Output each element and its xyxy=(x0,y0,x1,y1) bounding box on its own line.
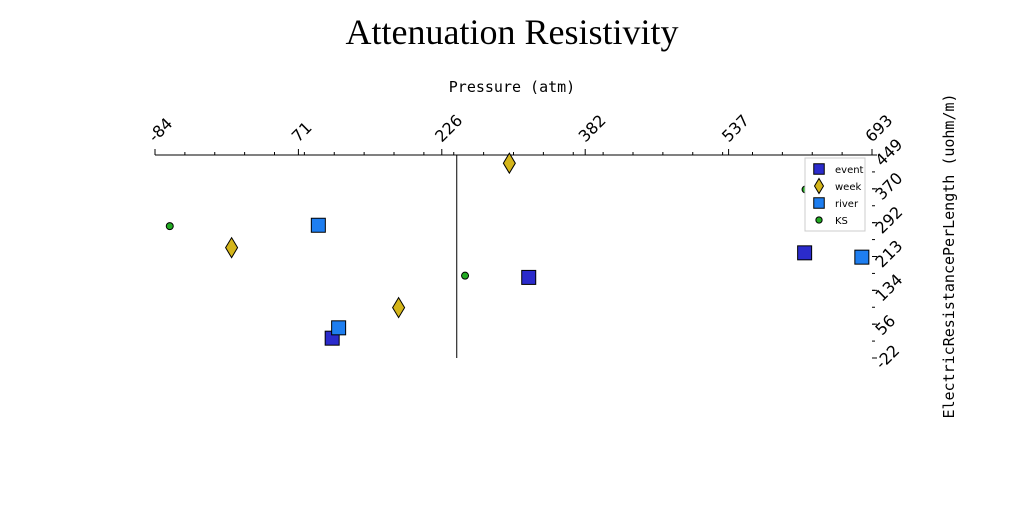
y-tick-label: -22 xyxy=(871,341,903,373)
point-river xyxy=(854,249,870,265)
legend-label: week xyxy=(835,182,861,193)
legend: event week river KS xyxy=(804,157,866,232)
point-river xyxy=(331,320,347,336)
y-tick-label: 292 xyxy=(871,202,906,237)
point-week xyxy=(392,296,406,319)
y-tick-label: 134 xyxy=(871,270,906,305)
legend-marker-ks xyxy=(815,216,823,224)
point-ks xyxy=(461,271,470,280)
point-week xyxy=(502,152,516,175)
x-tick-label: 71 xyxy=(288,118,316,146)
legend-marker-event xyxy=(813,163,825,175)
point-ks xyxy=(165,222,174,231)
x-tick-label: 537 xyxy=(718,111,753,146)
x-tick-label: 226 xyxy=(431,111,466,146)
y-tick-label: 213 xyxy=(871,236,906,271)
x-tick-label: 382 xyxy=(575,111,610,146)
legend-marker-week xyxy=(813,177,825,195)
legend-marker-river xyxy=(813,197,825,209)
y-tick-label: 370 xyxy=(871,169,906,204)
x-tick-label: -84 xyxy=(144,114,176,146)
legend-label: event xyxy=(835,165,864,176)
point-river xyxy=(310,217,326,233)
data-marks xyxy=(165,152,870,346)
y-tick-label: 56 xyxy=(871,311,899,339)
legend-label: KS xyxy=(835,216,848,227)
y-axis-label: ElectricResistancePerLength (uohm/m) xyxy=(940,93,958,418)
chart-title: Attenuation Resistivity xyxy=(346,12,679,52)
point-event xyxy=(797,245,813,261)
point-week xyxy=(225,236,239,259)
x-axis-label: Pressure (atm) xyxy=(449,78,575,96)
legend-label: river xyxy=(835,199,859,210)
point-event xyxy=(521,269,537,285)
